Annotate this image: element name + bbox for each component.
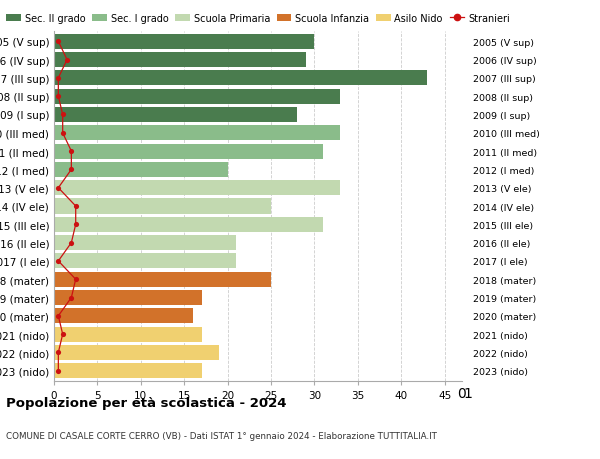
Legend: Sec. II grado, Sec. I grado, Scuola Primaria, Scuola Infanzia, Asilo Nido, Stran: Sec. II grado, Sec. I grado, Scuola Prim… [6,14,510,24]
Bar [54,181,340,196]
Bar [54,162,227,178]
Bar [54,308,193,324]
Point [53,313,63,320]
Point [67,166,76,174]
Point [53,39,63,46]
Bar [54,254,236,269]
Bar [54,71,427,86]
Bar [54,126,340,141]
Bar [54,291,202,305]
Point [62,57,72,64]
Bar [54,364,202,378]
Point [53,367,63,375]
Text: COMUNE DI CASALE CORTE CERRO (VB) - Dati ISTAT 1° gennaio 2024 - Elaborazione TU: COMUNE DI CASALE CORTE CERRO (VB) - Dati… [6,431,437,440]
Bar [54,217,323,232]
Point [71,221,80,229]
Point [58,331,67,338]
Point [53,185,63,192]
Bar [54,272,271,287]
Point [71,203,80,210]
Text: Anni di nascita: Anni di nascita [597,168,600,245]
Point [53,257,63,265]
Point [67,294,76,302]
Point [58,112,67,119]
Bar [54,53,306,68]
Bar [54,345,219,360]
Point [58,130,67,137]
Point [53,75,63,82]
Point [67,148,76,156]
Point [53,349,63,356]
Point [67,240,76,247]
Text: Popolazione per età scolastica - 2024: Popolazione per età scolastica - 2024 [6,396,287,409]
Bar [54,144,323,159]
Bar [54,90,340,105]
Bar [54,108,297,123]
Point [53,93,63,101]
Bar [54,235,236,251]
Bar [54,35,314,50]
Point [71,276,80,283]
Bar [54,199,271,214]
Bar [54,327,202,342]
